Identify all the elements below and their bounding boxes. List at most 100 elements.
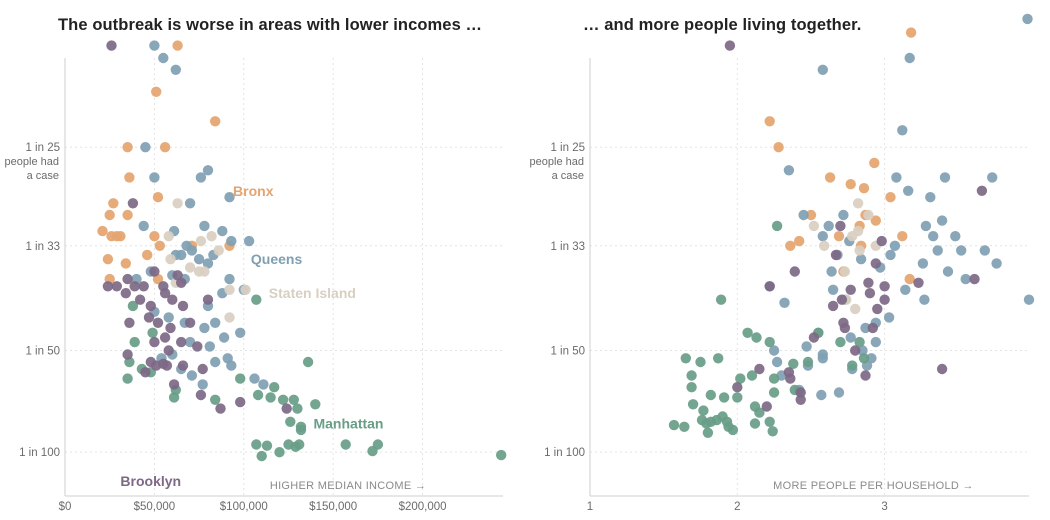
data-point-queens [855,254,867,265]
data-point-manhattan [701,418,712,429]
data-point-brooklyn [163,345,174,356]
data-point-brooklyn [122,273,133,285]
x-tick-label: $0 [59,501,72,513]
data-point-bronx [97,225,108,237]
data-point-bronx [154,240,165,251]
data-point-manhattan [274,447,285,458]
data-point-brooklyn [159,332,171,343]
data-point-bronx [172,40,183,51]
data-point-queens [771,356,783,368]
data-point-brooklyn [192,341,203,352]
data-point-bronx [142,249,153,261]
data-point-staten-island [163,231,174,242]
data-point-bronx [905,27,917,38]
data-point-brooklyn [835,220,846,232]
household-chart: 1 in 25 people had a case 1 in 33 1 in 50 1 i… [530,13,1035,513]
data-point-brooklyn [124,317,135,328]
data-point-manhattan [711,414,722,426]
data-point-brooklyn [860,370,871,381]
data-point-bronx [885,192,896,203]
data-point-manhattan [210,394,221,405]
data-point-manhattan [767,426,778,437]
group-label-staten-island: Staten Island [269,285,356,301]
data-point-manhattan [129,336,140,348]
data-point-manhattan [269,382,280,393]
data-point-brooklyn [140,367,151,378]
data-point-bronx [773,142,784,153]
data-point-queens [1023,294,1035,305]
x-axis-label: HIGHER MEDIAN INCOME → [270,480,426,492]
x-tick-label: 3 [881,501,887,513]
data-point-manhattan [285,416,296,427]
data-point-manhattan [295,424,307,436]
data-point-queens [960,273,971,285]
data-point-queens [857,345,868,356]
data-point-manhattan [746,370,758,381]
data-point-bronx [845,179,856,190]
data-point-staten-island [172,198,183,209]
data-point-brooklyn [143,312,155,323]
data-point-bronx [124,172,135,183]
data-point-bronx [794,235,805,247]
data-point-manhattan [367,445,378,457]
data-point-bronx [120,258,131,269]
data-point-queens [827,284,839,295]
data-point-brooklyn [158,358,169,369]
data-point-staten-island [213,245,224,256]
data-point-queens [170,64,181,76]
data-point-manhattan [294,439,305,450]
data-point-bronx [785,240,796,251]
data-point-queens [176,249,187,261]
data-point-brooklyn [106,40,117,51]
data-point-bronx [122,142,133,153]
data-point-queens [917,258,929,269]
data-point-bronx [833,231,845,242]
x-tick-label: $150,000 [309,501,357,513]
right-chart-title: … and more people living together. [583,16,862,34]
data-point-manhattan [302,356,314,368]
data-point-brooklyn [168,379,180,390]
data-point-staten-island [224,284,235,295]
data-point-queens [140,142,151,153]
data-point-queens [1022,13,1033,25]
data-point-queens [199,322,210,334]
data-point-bronx [104,209,115,221]
data-point-brooklyn [145,300,156,312]
data-point-queens [826,266,837,277]
data-point-manhattan [680,353,691,364]
data-point-manhattan [749,418,761,429]
x-tick-label: $200,000 [399,501,447,513]
data-point-queens [870,336,881,348]
data-point-staten-island [819,240,830,251]
data-point-manhattan [742,327,753,338]
data-point-brooklyn [827,300,839,312]
data-point-queens [932,245,943,256]
y-axis-label: a case [552,170,584,182]
data-point-manhattan [768,387,780,398]
data-point-queens [891,172,902,183]
data-point-brooklyn [165,322,176,334]
data-point-brooklyn [102,281,114,292]
data-point-queens [928,231,939,242]
data-point-queens [197,379,208,390]
y-axis-label: people had [5,156,59,168]
y-tick-label: 1 in 25 [550,142,585,154]
x-tick-label: $50,000 [134,501,176,513]
data-point-manhattan [847,360,858,371]
data-point-bronx [108,198,119,209]
data-point-brooklyn [839,322,851,334]
data-point-queens [889,240,901,251]
data-point-manhattan [698,405,709,416]
data-point-brooklyn [202,294,214,305]
data-point-manhattan [732,392,743,403]
data-point-queens [823,220,834,232]
data-point-queens [897,125,908,136]
data-point-queens [956,245,967,256]
data-point-queens [779,297,790,308]
data-point-brooklyn [808,332,820,343]
data-point-brooklyn [969,273,980,285]
data-point-queens [817,64,828,76]
data-point-queens [817,353,828,364]
data-point-brooklyn [724,40,736,51]
data-point-bronx [858,183,870,194]
